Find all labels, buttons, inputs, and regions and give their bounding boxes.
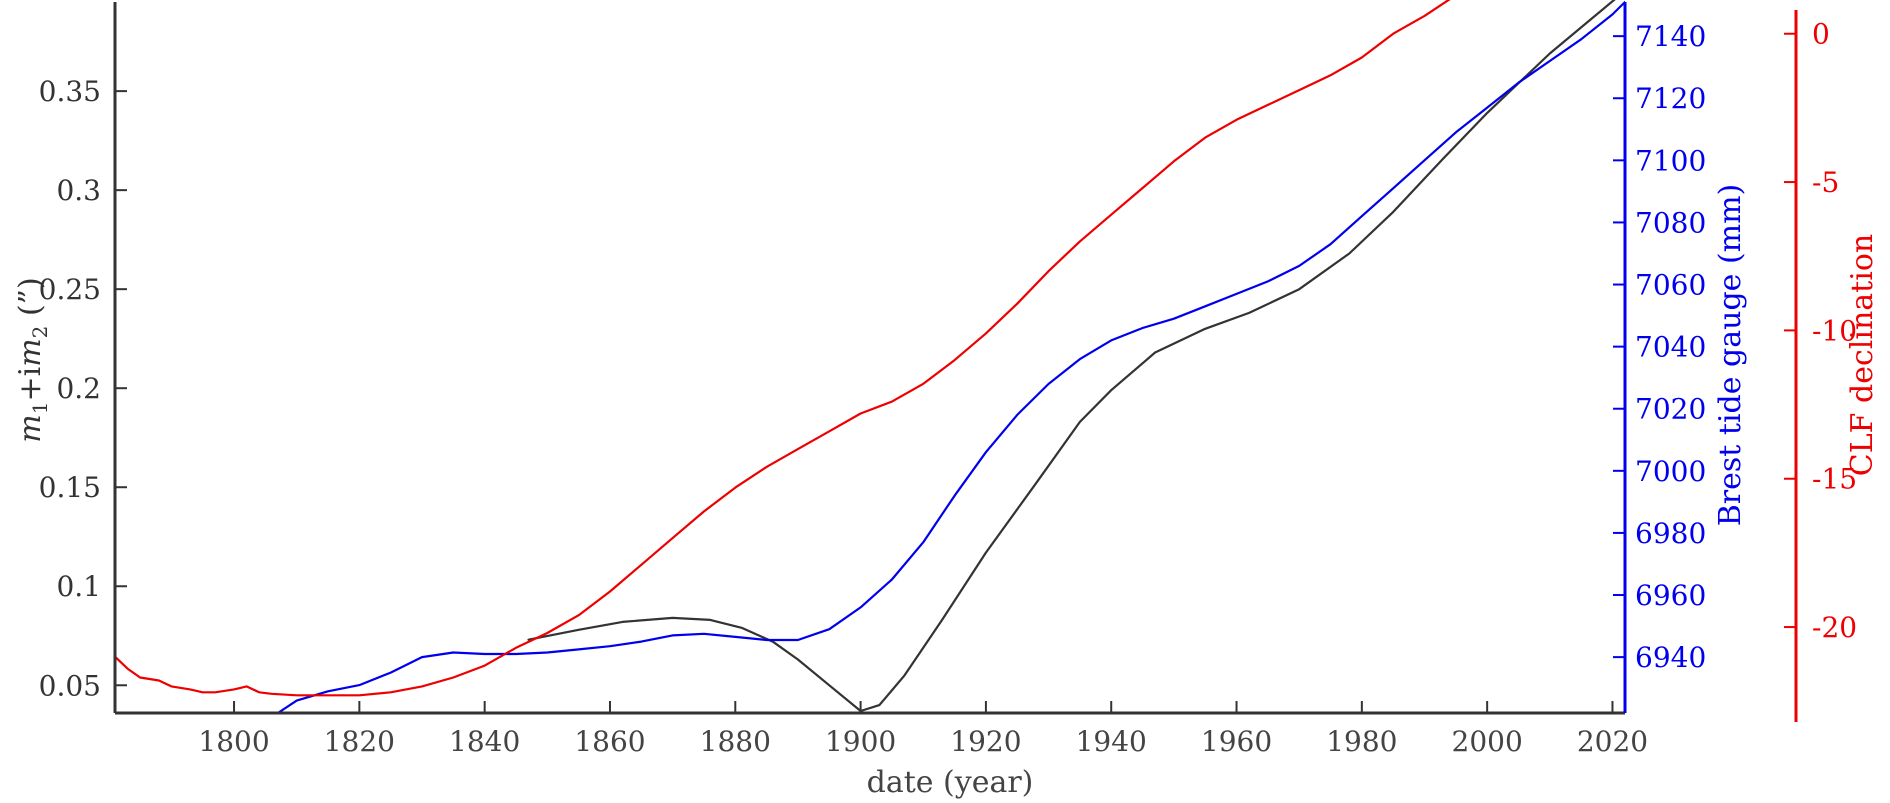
- x-tick-label-1820: 1820: [324, 725, 395, 758]
- right-outer-tick-label--5: -5: [1812, 166, 1839, 199]
- left-axis-title-m2: m: [13, 338, 48, 366]
- right-outer-tick-label--10: -10: [1812, 314, 1857, 347]
- right-outer-tick-label--20: -20: [1812, 611, 1857, 644]
- left-tick-label-0.05: 0.05: [39, 669, 101, 702]
- right-inner-axis: 6940 6960 6980 7000 7020 7040 7060 7080 7100 7120…: [1613, 2, 1706, 713]
- right-inner-tick-label-7040: 7040: [1635, 331, 1706, 364]
- x-tick-label-1920: 1920: [950, 725, 1021, 758]
- x-tick-label-1800: 1800: [198, 725, 269, 758]
- right-outer-axis-title: CLF declination: [1845, 234, 1880, 476]
- left-tick-label-0.25: 0.25: [39, 273, 101, 306]
- left-axis: 0.05 0.1 0.15 0.2 0.25 0.3 0.35: [39, 2, 127, 713]
- right-inner-tick-label-7020: 7020: [1635, 393, 1706, 426]
- x-axis: 1800 1820 1840 1860 1880 1900 1920 1940 1960 1980…: [115, 701, 1648, 758]
- left-axis-title: m1+im2 (”): [13, 277, 52, 442]
- x-tick-label-1960: 1960: [1201, 725, 1272, 758]
- x-tick-label-1860: 1860: [574, 725, 645, 758]
- series-line-right_inner: [276, 0, 1625, 713]
- left-axis-title-sub1: 1: [28, 402, 52, 415]
- left-axis-title-sub2: 2: [28, 326, 52, 339]
- right-inner-tick-label-7080: 7080: [1635, 206, 1706, 239]
- x-tick-label-2020: 2020: [1577, 725, 1648, 758]
- left-tick-label-0.1: 0.1: [56, 570, 101, 603]
- right-inner-tick-label-7120: 7120: [1635, 82, 1706, 115]
- left-axis-title-unit: (”): [13, 277, 48, 325]
- left-axis-title-m1: m: [13, 414, 48, 442]
- right-inner-tick-label-6980: 6980: [1635, 517, 1706, 550]
- x-tick-label-1980: 1980: [1326, 725, 1397, 758]
- left-axis-title-plus-i: +i: [13, 367, 48, 402]
- x-tick-label-1940: 1940: [1076, 725, 1147, 758]
- x-axis-title: date (year): [867, 765, 1034, 800]
- right-outer-tick-label--15: -15: [1812, 463, 1857, 496]
- right-inner-tick-label-7060: 7060: [1635, 269, 1706, 302]
- right-inner-axis-title: Brest tide gauge (mm): [1713, 184, 1748, 526]
- left-tick-label-0.15: 0.15: [39, 471, 101, 504]
- series-line-left: [527, 0, 1616, 713]
- series-layer: [115, 0, 1625, 713]
- left-tick-label-0.3: 0.3: [56, 174, 101, 207]
- x-tick-label-1840: 1840: [449, 725, 520, 758]
- right-inner-tick-label-6960: 6960: [1635, 579, 1706, 612]
- x-tick-label-1880: 1880: [700, 725, 771, 758]
- x-tick-label-1900: 1900: [825, 725, 896, 758]
- right-inner-tick-label-6940: 6940: [1635, 641, 1706, 674]
- left-tick-label-0.35: 0.35: [39, 75, 101, 108]
- right-inner-tick-label-7000: 7000: [1635, 455, 1706, 488]
- series-line-right_outer: [115, 0, 1451, 697]
- right-outer-axis: -20 -15 -10 -5 0: [1784, 10, 1857, 722]
- right-inner-tick-label-7140: 7140: [1635, 20, 1706, 53]
- left-tick-label-0.2: 0.2: [56, 372, 101, 405]
- right-inner-tick-label-7100: 7100: [1635, 144, 1706, 177]
- x-tick-label-2000: 2000: [1452, 725, 1523, 758]
- right-outer-tick-label-0: 0: [1812, 18, 1830, 51]
